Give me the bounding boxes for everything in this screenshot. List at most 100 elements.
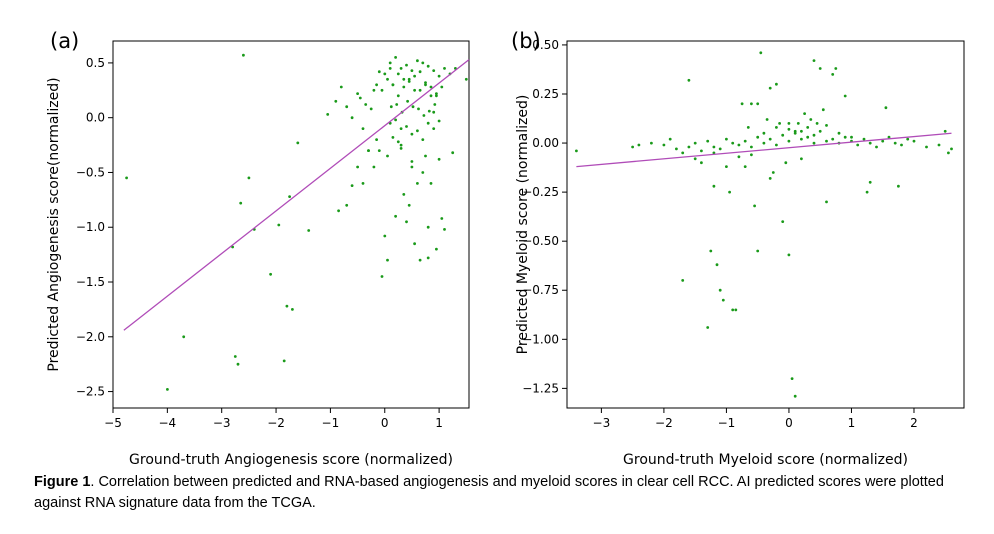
regression-line (576, 132, 952, 168)
x-axis-label: Ground-truth Angiogenesis score (normali… (129, 452, 453, 468)
data-point (681, 279, 685, 282)
data-point (762, 131, 766, 135)
data-point (277, 223, 281, 227)
data-point (416, 129, 419, 133)
data-point (288, 195, 291, 199)
data-point (383, 234, 387, 238)
data-point (380, 275, 384, 278)
data-point (394, 118, 397, 122)
data-point (372, 88, 376, 92)
data-point (350, 184, 354, 188)
y-tick-label: −0.5 (76, 165, 105, 179)
data-point (337, 209, 340, 213)
data-point (856, 143, 860, 147)
data-point (884, 106, 888, 110)
x-tick-label: −1 (322, 416, 340, 430)
data-point (410, 165, 414, 169)
data-point (422, 114, 426, 117)
data-point (424, 83, 427, 87)
caption-text: . Correlation between predicted and RNA-… (34, 474, 944, 511)
x-tick-label: −3 (213, 416, 231, 430)
data-point (712, 145, 716, 149)
data-point (693, 141, 697, 145)
data-point (406, 99, 409, 103)
data-point (796, 122, 800, 125)
data-point (743, 139, 747, 143)
x-tick-label: −3 (593, 416, 611, 430)
y-axis-label: Predicted Angiogenesis score(normalized) (46, 77, 62, 371)
data-point (706, 326, 710, 329)
y-tick-label: 0.25 (532, 87, 559, 101)
data-point (906, 137, 910, 141)
data-point (943, 129, 947, 133)
data-point (825, 139, 828, 143)
data-point (388, 67, 392, 70)
data-point (426, 121, 430, 125)
data-point (650, 141, 653, 145)
panel-label: (b) (511, 29, 541, 53)
data-point (383, 72, 387, 76)
data-point (233, 355, 237, 358)
data-point (345, 203, 349, 207)
data-point (768, 177, 772, 180)
data-point (806, 126, 810, 129)
data-point (790, 377, 794, 380)
x-axis-label: Ground-truth Myeloid score (normalized) (623, 452, 908, 468)
data-point (402, 77, 406, 81)
data-point (236, 362, 240, 366)
data-point (443, 228, 446, 231)
data-point (693, 157, 697, 161)
data-point (868, 141, 872, 145)
data-point (350, 116, 354, 120)
y-tick-label: 0.5 (86, 56, 105, 70)
data-point (296, 141, 300, 145)
data-point (787, 122, 791, 125)
data-point (413, 74, 416, 78)
data-point (750, 102, 753, 106)
axes-frame (566, 40, 965, 409)
data-point (812, 141, 816, 145)
data-point (326, 113, 330, 116)
data-point (865, 190, 869, 194)
data-point (402, 85, 406, 89)
data-point (182, 335, 186, 339)
data-point (912, 139, 916, 143)
data-point (734, 308, 738, 312)
data-point (818, 129, 822, 133)
data-point (737, 155, 741, 159)
data-point (793, 394, 797, 398)
data-point (396, 94, 400, 98)
y-tick-label: −1.0 (76, 220, 105, 234)
data-point (756, 249, 760, 253)
data-point (440, 85, 444, 89)
data-point (361, 127, 365, 130)
data-point (687, 145, 691, 149)
data-point (426, 256, 430, 260)
panel-label: (a) (50, 29, 79, 53)
data-point (737, 143, 741, 147)
data-point (437, 119, 441, 123)
data-point (718, 147, 722, 151)
data-point (815, 122, 819, 125)
data-point (377, 149, 381, 153)
data-point (637, 143, 641, 147)
data-point (715, 263, 719, 267)
data-point (731, 308, 735, 312)
data-point (424, 154, 427, 158)
data-point (435, 247, 438, 251)
data-point (432, 69, 436, 72)
data-point (239, 201, 243, 205)
data-point (743, 165, 747, 169)
data-point (389, 105, 393, 109)
data-point (775, 126, 778, 129)
data-point (334, 99, 338, 103)
y-tick-label: 0.00 (532, 136, 559, 150)
data-point (166, 388, 169, 391)
data-point (893, 141, 897, 145)
data-point (396, 140, 400, 144)
data-point (291, 308, 294, 311)
data-point (399, 147, 403, 150)
data-point (377, 70, 381, 74)
data-point (285, 304, 289, 308)
data-point (399, 67, 403, 70)
